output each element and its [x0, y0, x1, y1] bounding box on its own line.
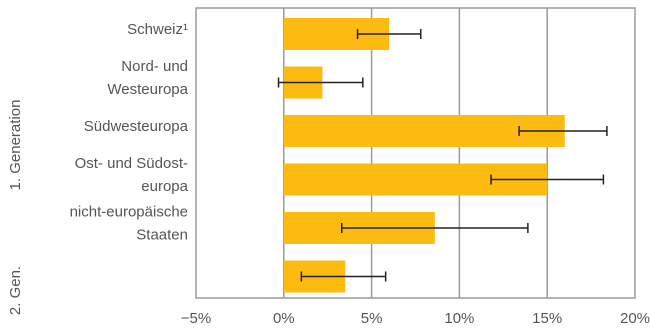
x-tick-label: 5% [361, 310, 383, 327]
group-label: 1. Generation [7, 100, 24, 191]
group-labels: 1. Generation 2. Gen. [7, 100, 24, 316]
error-bar [356, 29, 422, 39]
error-bar [300, 271, 387, 282]
error-bar [518, 126, 608, 136]
category-label: Ost- und Südost-europa [75, 155, 189, 195]
category-label: Südwesteuropa [84, 118, 189, 135]
gridlines [283, 8, 548, 298]
x-axis-tick-labels: −5% 0% 5% 10% 15% 20% [181, 310, 650, 327]
plot-frame [195, 7, 636, 299]
x-tick-label: 15% [532, 310, 562, 327]
x-tick-label: 10% [444, 310, 474, 327]
bar [283, 115, 565, 147]
category-labels: Schweiz¹ Nord- und Westeuropa Südwesteuropa… [70, 21, 189, 244]
bars [283, 18, 565, 293]
error-bars [277, 29, 608, 282]
category-label: Schweiz¹ [127, 21, 188, 38]
x-tick-label: 20% [620, 310, 650, 327]
category-label: nicht-europäische Staaten [70, 204, 188, 244]
x-tick-label: 0% [273, 310, 295, 327]
error-bar [490, 174, 605, 185]
error-bar [277, 77, 364, 88]
group-label: 2. Gen. [7, 266, 24, 315]
error-bar [340, 223, 529, 233]
category-label: Nord- und Westeuropa [107, 58, 188, 98]
plot-border [195, 7, 636, 299]
x-tick-label: −5% [181, 310, 211, 327]
